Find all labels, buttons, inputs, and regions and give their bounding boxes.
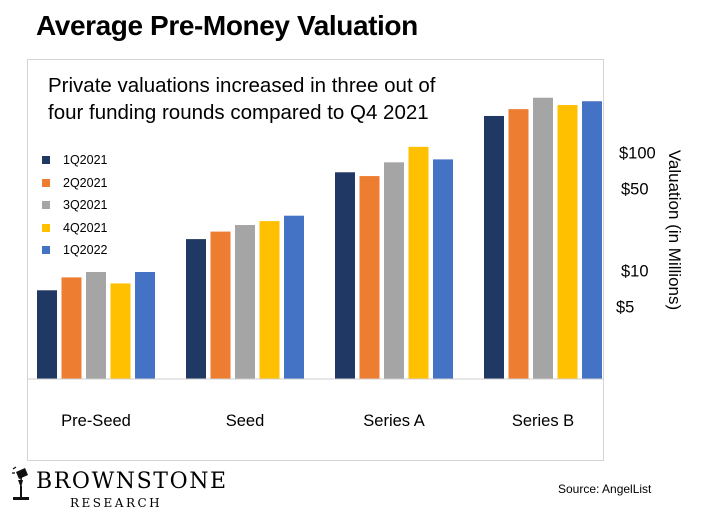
y-tick-label: $5 — [616, 298, 635, 317]
logo-subtext: RESEARCH — [70, 496, 163, 510]
chart-title: Average Pre-Money Valuation — [36, 10, 418, 41]
bar-series-a-1q2022 — [433, 159, 453, 379]
bar-seed-4q2021 — [259, 221, 280, 379]
source-note: Source: AngelList — [558, 482, 652, 496]
bar-seed-2q2021 — [210, 231, 231, 379]
legend-item-2q2021: 2Q2021 — [42, 172, 107, 195]
legend-item-1q2021: 1Q2021 — [42, 149, 107, 172]
y-tick-label: $50 — [621, 180, 649, 199]
bar-seed-1q2022 — [284, 215, 304, 379]
legend-label: 4Q2021 — [63, 220, 108, 235]
bar-series-a-4q2021 — [408, 146, 429, 379]
legend-item-4q2021: 4Q2021 — [42, 217, 107, 240]
category-label-seed: Seed — [225, 412, 265, 430]
bar-series-a-3q2021 — [384, 162, 404, 379]
bar-pre-seed-1q2022 — [135, 272, 155, 379]
bar-series-b-1q2021 — [484, 115, 504, 380]
bar-seed-3q2021 — [235, 225, 255, 379]
legend-swatch — [42, 156, 50, 165]
bar-series-a-1q2021 — [335, 172, 355, 379]
plot-frame — [27, 59, 604, 461]
legend-label: 2Q2021 — [63, 175, 108, 190]
chart-subtitle: Private valuations increased in three ou… — [48, 74, 436, 124]
bar-series-b-4q2021 — [557, 105, 578, 379]
bar-pre-seed-2q2021 — [61, 277, 82, 379]
legend: 1Q2021 2Q2021 3Q2021 4Q2021 1Q2022 — [42, 149, 107, 262]
legend-label: 3Q2021 — [63, 198, 108, 213]
category-label-series-a: Series A — [363, 412, 425, 430]
bar-series-b-3q2021 — [533, 97, 553, 379]
bar-series-a-2q2021 — [359, 176, 380, 379]
bar-pre-seed-1q2021 — [37, 290, 57, 379]
brand-logo: BROWNSTONE RESEARCH — [10, 466, 226, 510]
bar-pre-seed-3q2021 — [86, 272, 106, 379]
legend-swatch — [42, 201, 50, 210]
legend-label: 1Q2022 — [63, 243, 108, 258]
legend-swatch — [42, 178, 50, 187]
bar-pre-seed-4q2021 — [110, 283, 131, 379]
category-label-series-b: Series B — [511, 412, 575, 430]
y-tick-label: $100 — [619, 144, 656, 163]
legend-swatch — [42, 223, 50, 232]
bar-series-b-1q2022 — [582, 101, 602, 379]
legend-swatch — [42, 246, 50, 255]
bar-series-b-2q2021 — [508, 109, 529, 379]
y-tick-label: $10 — [621, 262, 649, 281]
bar-seed-1q2021 — [186, 239, 206, 379]
legend-item-1q2022: 1Q2022 — [42, 239, 107, 262]
category-label-pre-seed: Pre-Seed — [61, 412, 131, 430]
logo-wordmark: BROWNSTONE — [36, 469, 228, 494]
lamp-icon — [12, 466, 29, 500]
y-axis-label: Valuation (in Millions) — [665, 149, 684, 311]
legend-label: 1Q2021 — [63, 153, 108, 168]
bars-group — [37, 97, 602, 380]
legend-item-3q2021: 3Q2021 — [42, 194, 107, 217]
